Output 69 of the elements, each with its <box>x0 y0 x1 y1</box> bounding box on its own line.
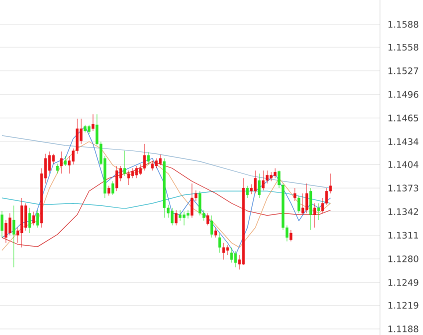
candlestick <box>12 205 16 268</box>
candlestick <box>198 190 202 216</box>
candlestick <box>234 251 237 268</box>
y-tick-label: 1.1249 <box>388 279 418 286</box>
candlestick <box>301 193 304 215</box>
candlestick <box>258 173 261 198</box>
y-tick-label: 1.1404 <box>388 161 418 168</box>
candlestick <box>186 210 190 219</box>
candlestick <box>154 158 158 169</box>
candlestick <box>131 168 134 178</box>
candlestick <box>24 203 28 231</box>
candlestick <box>305 183 308 214</box>
candlestick <box>309 188 312 230</box>
candlestick <box>262 170 265 191</box>
candlestick <box>270 172 273 182</box>
candlestick <box>178 210 182 222</box>
candlestick <box>190 183 194 218</box>
candlestick <box>210 215 214 238</box>
y-tick-label: 1.1280 <box>388 255 418 262</box>
candlestick <box>8 212 12 236</box>
candlestick <box>32 211 36 226</box>
y-tick-label: 1.1465 <box>388 114 418 122</box>
candlestick <box>36 210 39 228</box>
candlestick <box>123 150 126 176</box>
candlestick <box>60 151 63 174</box>
candlestick <box>158 154 162 166</box>
y-tick-label: 1.1434 <box>388 138 418 146</box>
candlestick <box>218 232 222 254</box>
candlestick <box>294 188 296 202</box>
candlestick <box>230 247 233 263</box>
candlestick <box>0 210 4 238</box>
candlestick <box>226 244 229 256</box>
candlestick <box>214 227 218 238</box>
y-tick-label: 1.1373 <box>388 184 418 192</box>
y-tick-label: 1.1588 <box>388 20 418 28</box>
candlestick <box>92 114 94 132</box>
candlestick <box>147 152 150 165</box>
candlestick <box>107 186 110 196</box>
candlestick <box>28 208 32 234</box>
y-tick-label: 1.1558 <box>388 44 418 51</box>
candlestick <box>135 166 138 178</box>
candlestick <box>313 203 316 228</box>
y-tick-label: 1.1188 <box>388 326 418 332</box>
line-series <box>2 161 331 247</box>
candlestick <box>111 180 114 196</box>
candlestick <box>182 211 186 226</box>
candlestick <box>151 160 154 171</box>
candlestick <box>88 124 90 134</box>
candlestick <box>56 163 59 174</box>
y-tick-label: 1.1311 <box>388 232 418 239</box>
candlestick <box>64 156 67 166</box>
candlestick <box>222 242 226 260</box>
candlestick <box>143 144 146 171</box>
y-tick-label: 1.1527 <box>388 67 418 74</box>
candlestick <box>290 230 292 242</box>
y-tick-label: 1.1219 <box>388 302 418 309</box>
candlestick <box>297 195 300 214</box>
y-tick-label: 1.1342 <box>388 208 418 216</box>
candlestick <box>317 203 320 220</box>
candlestick <box>4 220 8 244</box>
candlestick <box>174 210 178 226</box>
candlestick <box>246 186 249 198</box>
candlestick <box>274 168 276 178</box>
y-tick-label: 1.1496 <box>388 91 418 98</box>
candlestick <box>115 166 118 192</box>
candlestick <box>170 208 174 226</box>
candlestick <box>206 212 210 226</box>
candlestick <box>127 170 130 186</box>
candlestick <box>254 170 257 194</box>
